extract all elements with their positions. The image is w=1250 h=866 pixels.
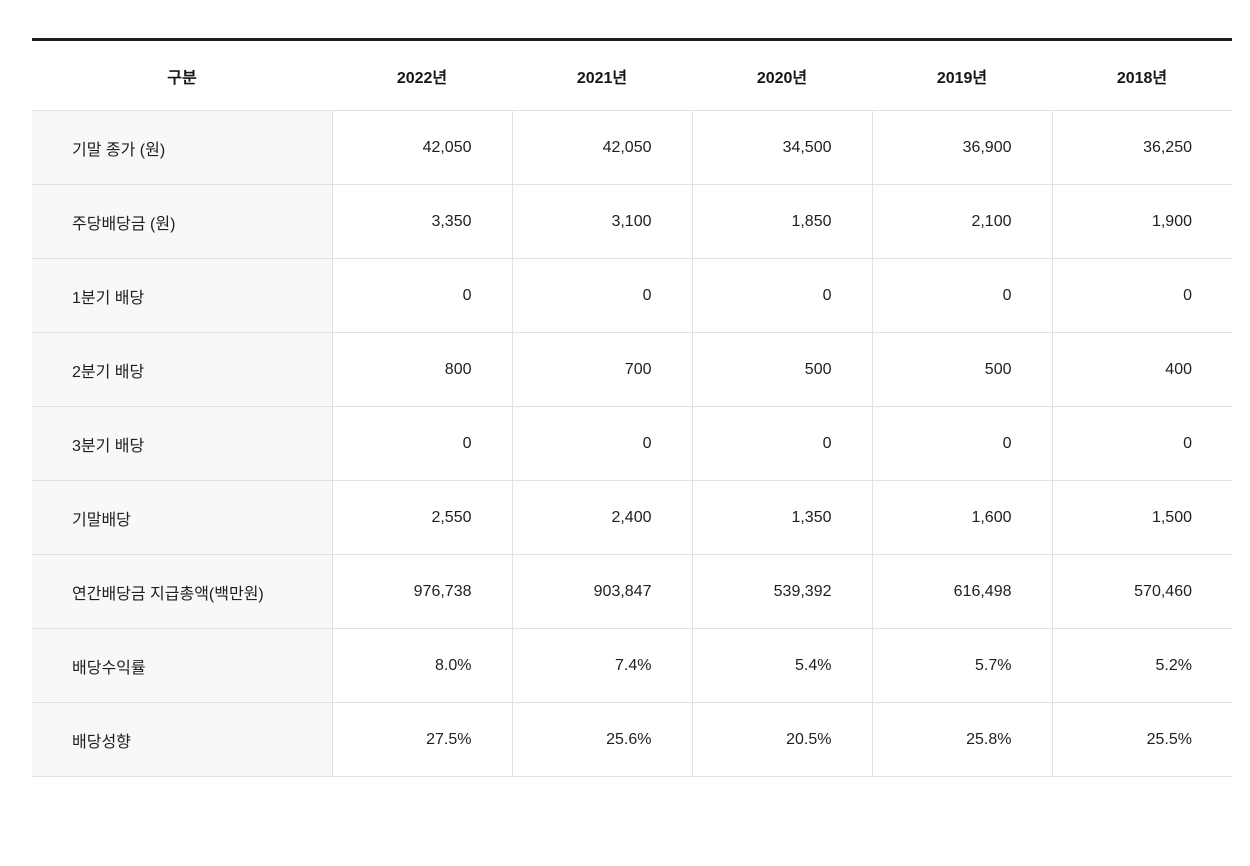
table-row: 주당배당금 (원) 3,350 3,100 1,850 2,100 1,900 bbox=[32, 184, 1232, 259]
cell-value: 570,460 bbox=[1051, 554, 1232, 629]
cell-value: 500 bbox=[691, 332, 872, 407]
cell-value: 5.4% bbox=[691, 628, 872, 703]
table-row: 3분기 배당 0 0 0 0 0 bbox=[32, 406, 1232, 481]
cell-value: 0 bbox=[1051, 406, 1232, 481]
cell-value: 3,350 bbox=[331, 184, 512, 259]
table-row: 연간배당금 지급총액(백만원) 976,738 903,847 539,392 616,… bbox=[32, 554, 1232, 629]
column-header-year: 2021년 bbox=[512, 39, 692, 111]
cell-value: 976,738 bbox=[331, 554, 512, 629]
cell-value: 700 bbox=[511, 332, 692, 407]
column-header-category: 구분 bbox=[32, 39, 332, 111]
table-row: 배당성향 27.5% 25.6% 20.5% 25.8% 25.5% bbox=[32, 702, 1232, 777]
cell-value: 0 bbox=[511, 406, 692, 481]
table-row: 배당수익률 8.0% 7.4% 5.4% 5.7% 5.2% bbox=[32, 628, 1232, 703]
header-row: 구분 2022년 2021년 2020년 2019년 2018년 bbox=[32, 39, 1232, 111]
row-label: 기말 종가 (원) bbox=[32, 110, 332, 185]
cell-value: 1,500 bbox=[1051, 480, 1232, 555]
table-row: 기말 종가 (원) 42,050 42,050 34,500 36,900 36,250 bbox=[32, 110, 1232, 185]
cell-value: 500 bbox=[871, 332, 1052, 407]
cell-value: 42,050 bbox=[511, 110, 692, 185]
cell-value: 400 bbox=[1051, 332, 1232, 407]
table-body: 기말 종가 (원) 42,050 42,050 34,500 36,900 36,250 주… bbox=[32, 110, 1232, 777]
row-label: 2분기 배당 bbox=[32, 332, 332, 407]
cell-value: 25.5% bbox=[1051, 702, 1232, 777]
cell-value: 0 bbox=[691, 406, 872, 481]
cell-value: 0 bbox=[871, 406, 1052, 481]
cell-value: 539,392 bbox=[691, 554, 872, 629]
row-label: 주당배당금 (원) bbox=[32, 184, 332, 259]
row-label: 배당성향 bbox=[32, 702, 332, 777]
cell-value: 5.7% bbox=[871, 628, 1052, 703]
cell-value: 800 bbox=[331, 332, 512, 407]
cell-value: 36,250 bbox=[1051, 110, 1232, 185]
cell-value: 0 bbox=[511, 258, 692, 333]
row-label: 연간배당금 지급총액(백만원) bbox=[32, 554, 332, 629]
cell-value: 0 bbox=[691, 258, 872, 333]
table-row: 2분기 배당 800 700 500 500 400 bbox=[32, 332, 1232, 407]
column-header-year: 2018년 bbox=[1052, 39, 1232, 111]
row-label: 1분기 배당 bbox=[32, 258, 332, 333]
cell-value: 1,600 bbox=[871, 480, 1052, 555]
cell-value: 20.5% bbox=[691, 702, 872, 777]
cell-value: 2,400 bbox=[511, 480, 692, 555]
dividend-table: 구분 2022년 2021년 2020년 2019년 2018년 기말 종가 (원) 42,… bbox=[32, 38, 1232, 777]
cell-value: 7.4% bbox=[511, 628, 692, 703]
cell-value: 616,498 bbox=[871, 554, 1052, 629]
cell-value: 34,500 bbox=[691, 110, 872, 185]
row-label: 3분기 배당 bbox=[32, 406, 332, 481]
table-header: 구분 2022년 2021년 2020년 2019년 2018년 bbox=[32, 39, 1232, 111]
column-header-year: 2020년 bbox=[692, 39, 872, 111]
table-row: 1분기 배당 0 0 0 0 0 bbox=[32, 258, 1232, 333]
cell-value: 0 bbox=[871, 258, 1052, 333]
cell-value: 25.6% bbox=[511, 702, 692, 777]
cell-value: 1,350 bbox=[691, 480, 872, 555]
row-label: 기말배당 bbox=[32, 480, 332, 555]
cell-value: 903,847 bbox=[511, 554, 692, 629]
column-header-year: 2022년 bbox=[332, 39, 512, 111]
cell-value: 42,050 bbox=[331, 110, 512, 185]
cell-value: 0 bbox=[1051, 258, 1232, 333]
cell-value: 3,100 bbox=[511, 184, 692, 259]
cell-value: 5.2% bbox=[1051, 628, 1232, 703]
cell-value: 36,900 bbox=[871, 110, 1052, 185]
cell-value: 25.8% bbox=[871, 702, 1052, 777]
cell-value: 27.5% bbox=[331, 702, 512, 777]
dividend-table-container: 구분 2022년 2021년 2020년 2019년 2018년 기말 종가 (원) 42,… bbox=[32, 38, 1232, 777]
cell-value: 8.0% bbox=[331, 628, 512, 703]
cell-value: 2,100 bbox=[871, 184, 1052, 259]
column-header-year: 2019년 bbox=[872, 39, 1052, 111]
cell-value: 1,900 bbox=[1051, 184, 1232, 259]
table-row: 기말배당 2,550 2,400 1,350 1,600 1,500 bbox=[32, 480, 1232, 555]
cell-value: 2,550 bbox=[331, 480, 512, 555]
cell-value: 1,850 bbox=[691, 184, 872, 259]
row-label: 배당수익률 bbox=[32, 628, 332, 703]
cell-value: 0 bbox=[331, 406, 512, 481]
cell-value: 0 bbox=[331, 258, 512, 333]
